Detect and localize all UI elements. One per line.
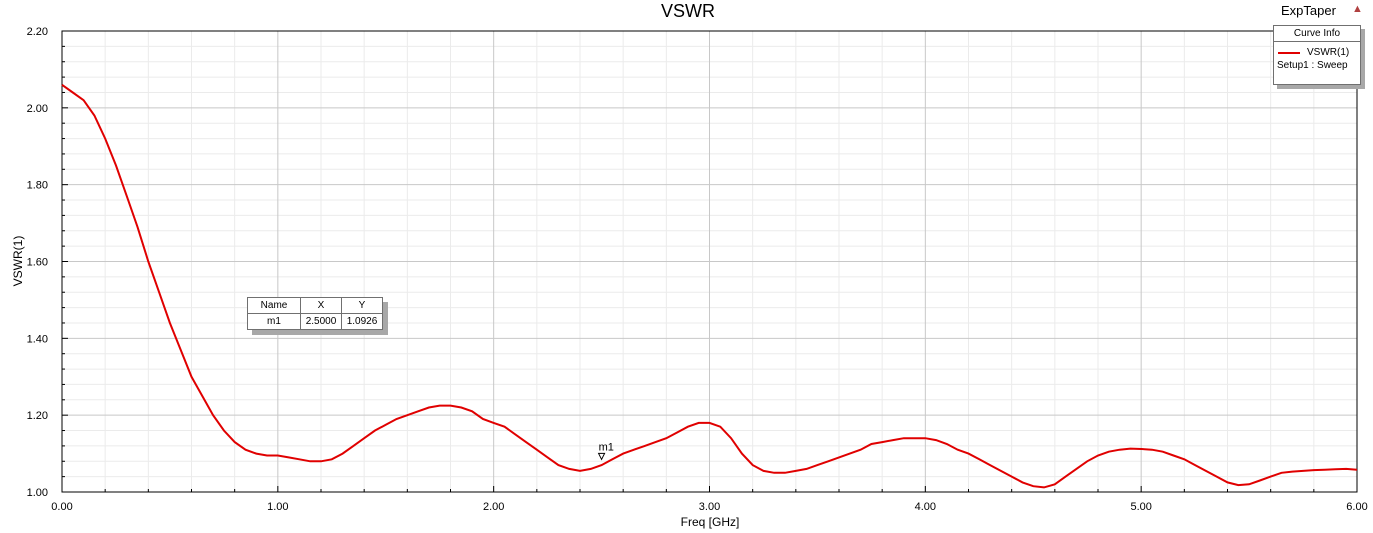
curve-info-legend[interactable]: Curve Info VSWR(1) Setup1 : Sweep: [1273, 25, 1361, 85]
legend-entry-name: VSWR(1): [1307, 47, 1350, 58]
warning-icon[interactable]: ▲: [1352, 3, 1363, 15]
series-line-vswr1: [61, 83, 1358, 489]
marker-label: m1: [599, 441, 614, 453]
x-tick-label: 1.00: [267, 501, 288, 513]
x-tick-label: 3.00: [699, 501, 720, 513]
y-tick-label: 1.00: [27, 487, 48, 499]
marker-m1[interactable]: m1: [597, 441, 614, 461]
marker-table-cell-y: 1.0926: [341, 313, 383, 330]
y-tick-label: 1.40: [27, 333, 48, 345]
y-tick-label: 1.20: [27, 410, 48, 422]
marker-table-header-x: X: [300, 297, 342, 314]
marker-table-row: m1 2.5000 1.0926: [247, 313, 383, 330]
x-tick-labels: 0.00 1.00 2.00 3.00 4.00 5.00 6.00: [51, 501, 1367, 513]
legend-swatch: [1278, 52, 1300, 54]
y-axis-label: VSWR(1): [11, 236, 25, 287]
marker-table-header-y: Y: [341, 297, 383, 314]
design-name: ExpTaper: [1281, 3, 1336, 18]
y-tick-label: 1.80: [27, 180, 48, 192]
y-tick-label: 1.60: [27, 257, 48, 269]
marker-triangle-icon: [597, 452, 606, 461]
axis-ticks: [61, 30, 1358, 493]
x-axis-label: Freq [GHz]: [681, 515, 740, 529]
x-tick-label: 4.00: [915, 501, 936, 513]
x-tick-label: 6.00: [1346, 501, 1367, 513]
x-tick-label: 0.00: [51, 501, 72, 513]
x-tick-label: 2.00: [483, 501, 504, 513]
marker-table-cell-x: 2.5000: [300, 313, 342, 330]
marker-table-header: Name X Y: [247, 297, 383, 314]
marker-table[interactable]: Name X Y m1 2.5000 1.0926: [247, 297, 383, 330]
x-tick-label: 5.00: [1130, 501, 1151, 513]
legend-entry[interactable]: VSWR(1): [1274, 46, 1360, 59]
major-grid: [62, 31, 1357, 492]
y-tick-label: 2.20: [27, 26, 48, 38]
y-tick-label: 2.00: [27, 103, 48, 115]
marker-table-cell-name: m1: [247, 313, 301, 330]
chart-title: VSWR: [661, 1, 715, 21]
marker-table-header-name: Name: [247, 297, 301, 314]
legend-entry-sub: Setup1 : Sweep: [1277, 60, 1348, 71]
y-tick-labels: 1.00 1.20 1.40 1.60 1.80 2.00 2.20: [27, 26, 48, 499]
legend-header: Curve Info: [1274, 26, 1360, 42]
